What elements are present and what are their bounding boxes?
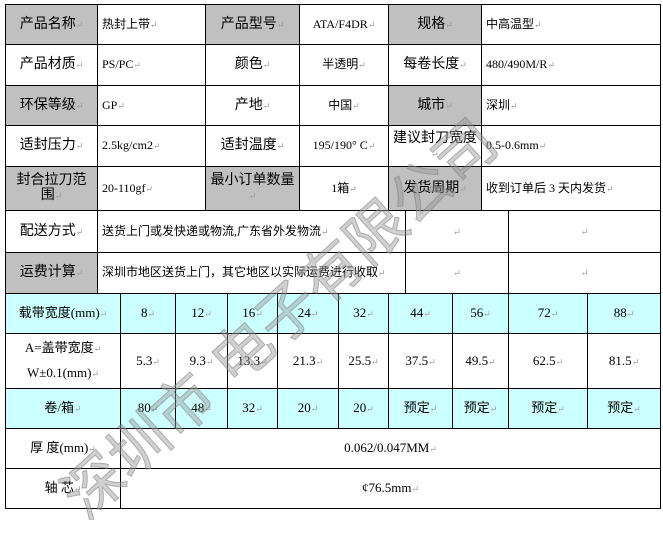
width-value: 24 — [298, 305, 319, 320]
info-row: 产品名称 热封上带 产品型号 ATA/F4DR 规格 中高温型 — [5, 4, 661, 45]
field-label: 产品名称 — [20, 17, 84, 32]
field-value: 热封上带 — [102, 17, 158, 31]
empty-cell — [405, 210, 509, 253]
cover-width-value: 25.5 — [348, 353, 378, 368]
core-value: ¢76.5mm — [362, 480, 419, 495]
cover-label-1: A=盖带宽度 — [10, 340, 116, 357]
rolls-value: 48 — [191, 400, 212, 415]
cover-width-value: 37.5 — [405, 353, 435, 368]
field-label: 建议封刀宽度 — [393, 131, 477, 161]
width-value: 72 — [538, 305, 559, 320]
empty-cell — [508, 252, 661, 294]
field-value: 2.5kg/cm2 — [102, 138, 161, 152]
delivery-value: 送货上门或发快递或物流,广东省外发物流 — [102, 224, 329, 238]
rolls-label: 卷/箱 — [44, 400, 81, 415]
field-label: 产品材质 — [20, 57, 84, 72]
delivery-row: 配送方式 送货上门或发快递或物流,广东省外发物流 — [5, 210, 661, 253]
field-label: 产品型号 — [221, 17, 285, 32]
cover-width-value: 5.3 — [136, 353, 160, 368]
width-value: 56 — [470, 305, 491, 320]
rolls-value: 预定 — [531, 400, 565, 415]
width-row: 载带宽度(mm) 8 12 16 24 32 44 56 72 88 — [5, 293, 661, 334]
info-row: 适封压力 2.5kg/cm2 适封温度 195/190° C 建议封刀宽度 0.5-0.6… — [5, 125, 661, 167]
field-label: 最小订单数量 — [211, 173, 295, 203]
width-value: 16 — [242, 305, 263, 320]
cover-width-value: 62.5 — [533, 353, 563, 368]
field-value: 0.5-0.6mm — [486, 138, 546, 152]
cover-width-value: 49.5 — [465, 353, 495, 368]
cover-width-value: 81.5 — [609, 353, 639, 368]
freight-row: 运费计算 深圳市地区送货上门，其它地区以实际运费进行收取 — [5, 252, 661, 294]
rolls-value: 20 — [353, 400, 374, 415]
rolls-row: 卷/箱 80 48 32 20 20 预定 预定 预定 预定 — [5, 388, 661, 429]
thickness-row: 厚 度(mm) 0.062/0.047MM — [5, 428, 661, 469]
field-label: 规格 — [417, 17, 453, 32]
thickness-value: 0.062/0.047MM — [344, 440, 437, 455]
rolls-value: 预定 — [464, 400, 498, 415]
empty-cell — [405, 252, 509, 294]
info-row: 封合拉刀范围 20-110gf 最小订单数量 1箱 发货周期 收到订单后 3 天内发货 — [5, 166, 661, 211]
empty-cell — [508, 210, 661, 253]
field-value: PS/PC — [102, 57, 141, 71]
field-label: 适封温度 — [221, 138, 285, 153]
width-value: 32 — [353, 305, 374, 320]
thickness-label: 厚 度(mm) — [30, 440, 96, 455]
field-value: 中国 — [328, 98, 360, 112]
field-label: 适封压力 — [20, 138, 84, 153]
field-label: 环保等级 — [20, 98, 84, 113]
spec-table: 载带宽度(mm) 8 12 16 24 32 44 56 72 88 A=盖带宽度 W±0.1(m… — [5, 293, 661, 509]
delivery-label: 配送方式 — [20, 224, 84, 239]
product-info-table: 产品名称 热封上带 产品型号 ATA/F4DR 规格 中高温型产品材质 PS/PC 颜色 半透明… — [5, 4, 661, 211]
cover-width-value: 13.3 — [237, 353, 267, 368]
cover-width-value: 9.3 — [190, 353, 214, 368]
field-value: 195/190° C — [313, 138, 376, 152]
field-value: 收到订单后 3 天内发货 — [486, 181, 614, 195]
field-label: 产地 — [235, 98, 271, 113]
shipping-table: 配送方式 送货上门或发快递或物流,广东省外发物流 运费计算 深圳市地区送货上门，… — [5, 210, 661, 294]
field-value: 半透明 — [322, 57, 366, 71]
field-value: 480/490M/R — [486, 57, 555, 71]
field-value: 20-110gf — [102, 181, 153, 195]
width-value: 44 — [410, 305, 431, 320]
freight-label: 运费计算 — [20, 265, 84, 280]
width-value: 8 — [141, 305, 155, 320]
rolls-value: 预定 — [607, 400, 641, 415]
field-label: 颜色 — [235, 57, 271, 72]
cover-label-2: W±0.1(mm) — [10, 365, 116, 382]
field-label: 每卷长度 — [403, 57, 467, 72]
field-value: ATA/F4DR — [313, 17, 376, 31]
field-value: 1箱 — [331, 181, 357, 195]
info-row: 环保等级 GP 产地 中国 城市 深圳 — [5, 85, 661, 126]
width-value: 88 — [614, 305, 635, 320]
field-value: GP — [102, 98, 125, 112]
field-label: 封合拉刀范围 — [17, 173, 87, 203]
freight-value: 深圳市地区送货上门，其它地区以实际运费进行收取 — [102, 265, 386, 279]
width-value: 12 — [191, 305, 212, 320]
width-label: 载带宽度(mm) — [19, 305, 107, 320]
field-value: 中高温型 — [486, 17, 542, 31]
field-value: 深圳 — [486, 98, 518, 112]
core-label: 轴 芯 — [45, 480, 82, 495]
cover-width-value: 21.3 — [293, 353, 323, 368]
rolls-value: 32 — [242, 400, 263, 415]
rolls-value: 20 — [298, 400, 319, 415]
info-row: 产品材质 PS/PC 颜色 半透明 每卷长度 480/490M/R — [5, 44, 661, 86]
cover-row: A=盖带宽度 W±0.1(mm) 5.3 9.3 13.3 21.3 25.5 37.5 49… — [5, 333, 661, 389]
field-label: 城市 — [417, 98, 453, 113]
rolls-value: 预定 — [404, 400, 438, 415]
rolls-value: 80 — [138, 400, 159, 415]
core-row: 轴 芯 ¢76.5mm — [5, 468, 661, 509]
field-label: 发货周期 — [403, 181, 467, 196]
